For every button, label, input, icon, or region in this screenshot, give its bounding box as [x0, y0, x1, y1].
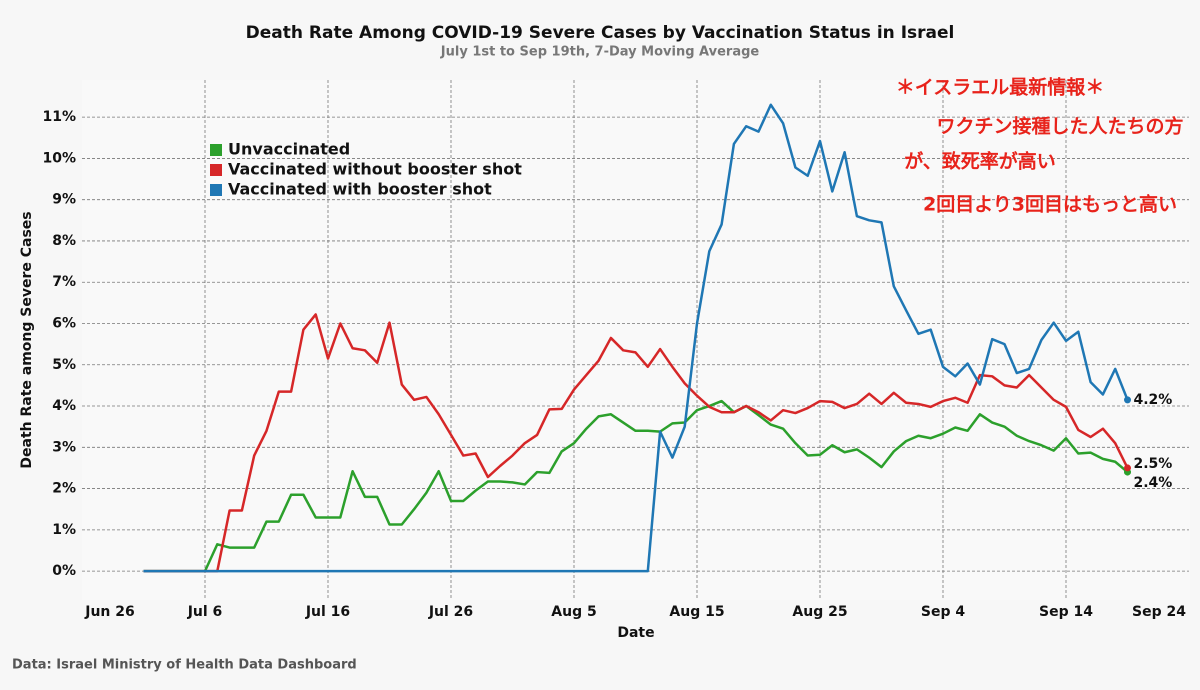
y-tick-label: 2%: [52, 481, 76, 497]
end-point: [1124, 464, 1131, 472]
y-tick-label: 0%: [52, 563, 76, 579]
legend-label: Vaccinated without booster shot: [228, 160, 522, 179]
x-tick-label: Jul 6: [187, 604, 223, 620]
legend-swatch: [210, 184, 222, 196]
y-tick-label: 6%: [52, 315, 76, 331]
x-tick-label: Aug 5: [551, 604, 596, 620]
x-tick-label: Aug 15: [669, 604, 724, 620]
y-tick-label: 9%: [52, 192, 76, 208]
source-note: Data: Israel Ministry of Health Data Das…: [12, 658, 357, 673]
y-tick-label: 3%: [52, 439, 76, 455]
x-tick-label: Jul 26: [428, 604, 473, 620]
legend-swatch: [210, 144, 222, 156]
value-label: 2.4%: [1134, 475, 1173, 491]
series-line: [143, 103, 1129, 573]
series-line: [143, 399, 1129, 573]
x-tick-label: Sep 24: [1132, 604, 1186, 620]
annotation: ＊イスラエル最新情報＊: [896, 76, 1104, 99]
y-tick-label: 8%: [52, 233, 76, 249]
y-tick-label: 1%: [52, 522, 76, 538]
annotation: が、致死率が高い: [904, 150, 1056, 173]
x-tick-label: Sep 14: [1039, 604, 1093, 620]
value-label: 2.5%: [1134, 456, 1173, 472]
legend-swatch: [210, 164, 222, 176]
y-tick-label: 7%: [52, 274, 76, 290]
chart-subtitle: July 1st to Sep 19th, 7-Day Moving Avera…: [440, 45, 760, 60]
x-tick-label: Jun 26: [84, 604, 135, 620]
y-axis-label: Death Rate among Severe Cases: [19, 211, 35, 468]
value-label: 4.2%: [1134, 392, 1173, 408]
y-tick-label: 4%: [52, 398, 76, 414]
x-tick-label: Sep 4: [921, 604, 965, 620]
chart-title: Death Rate Among COVID-19 Severe Cases b…: [246, 23, 955, 43]
series-line: [143, 313, 1129, 573]
annotation: 2回目より3回目はもっと高い: [923, 193, 1177, 216]
y-tick-label: 11%: [42, 109, 76, 125]
end-point: [1124, 396, 1131, 404]
annotation: ワクチン接種した人たちの方: [936, 115, 1183, 138]
y-tick-label: 5%: [52, 357, 76, 373]
x-axis-label: Date: [617, 625, 654, 641]
x-tick-label: Jul 16: [305, 604, 350, 620]
x-tick-label: Aug 25: [792, 604, 847, 620]
legend-label: Unvaccinated: [228, 140, 350, 159]
y-tick-label: 10%: [42, 150, 76, 166]
plot-area: [82, 80, 1190, 600]
legend-label: Vaccinated with booster shot: [228, 180, 492, 199]
